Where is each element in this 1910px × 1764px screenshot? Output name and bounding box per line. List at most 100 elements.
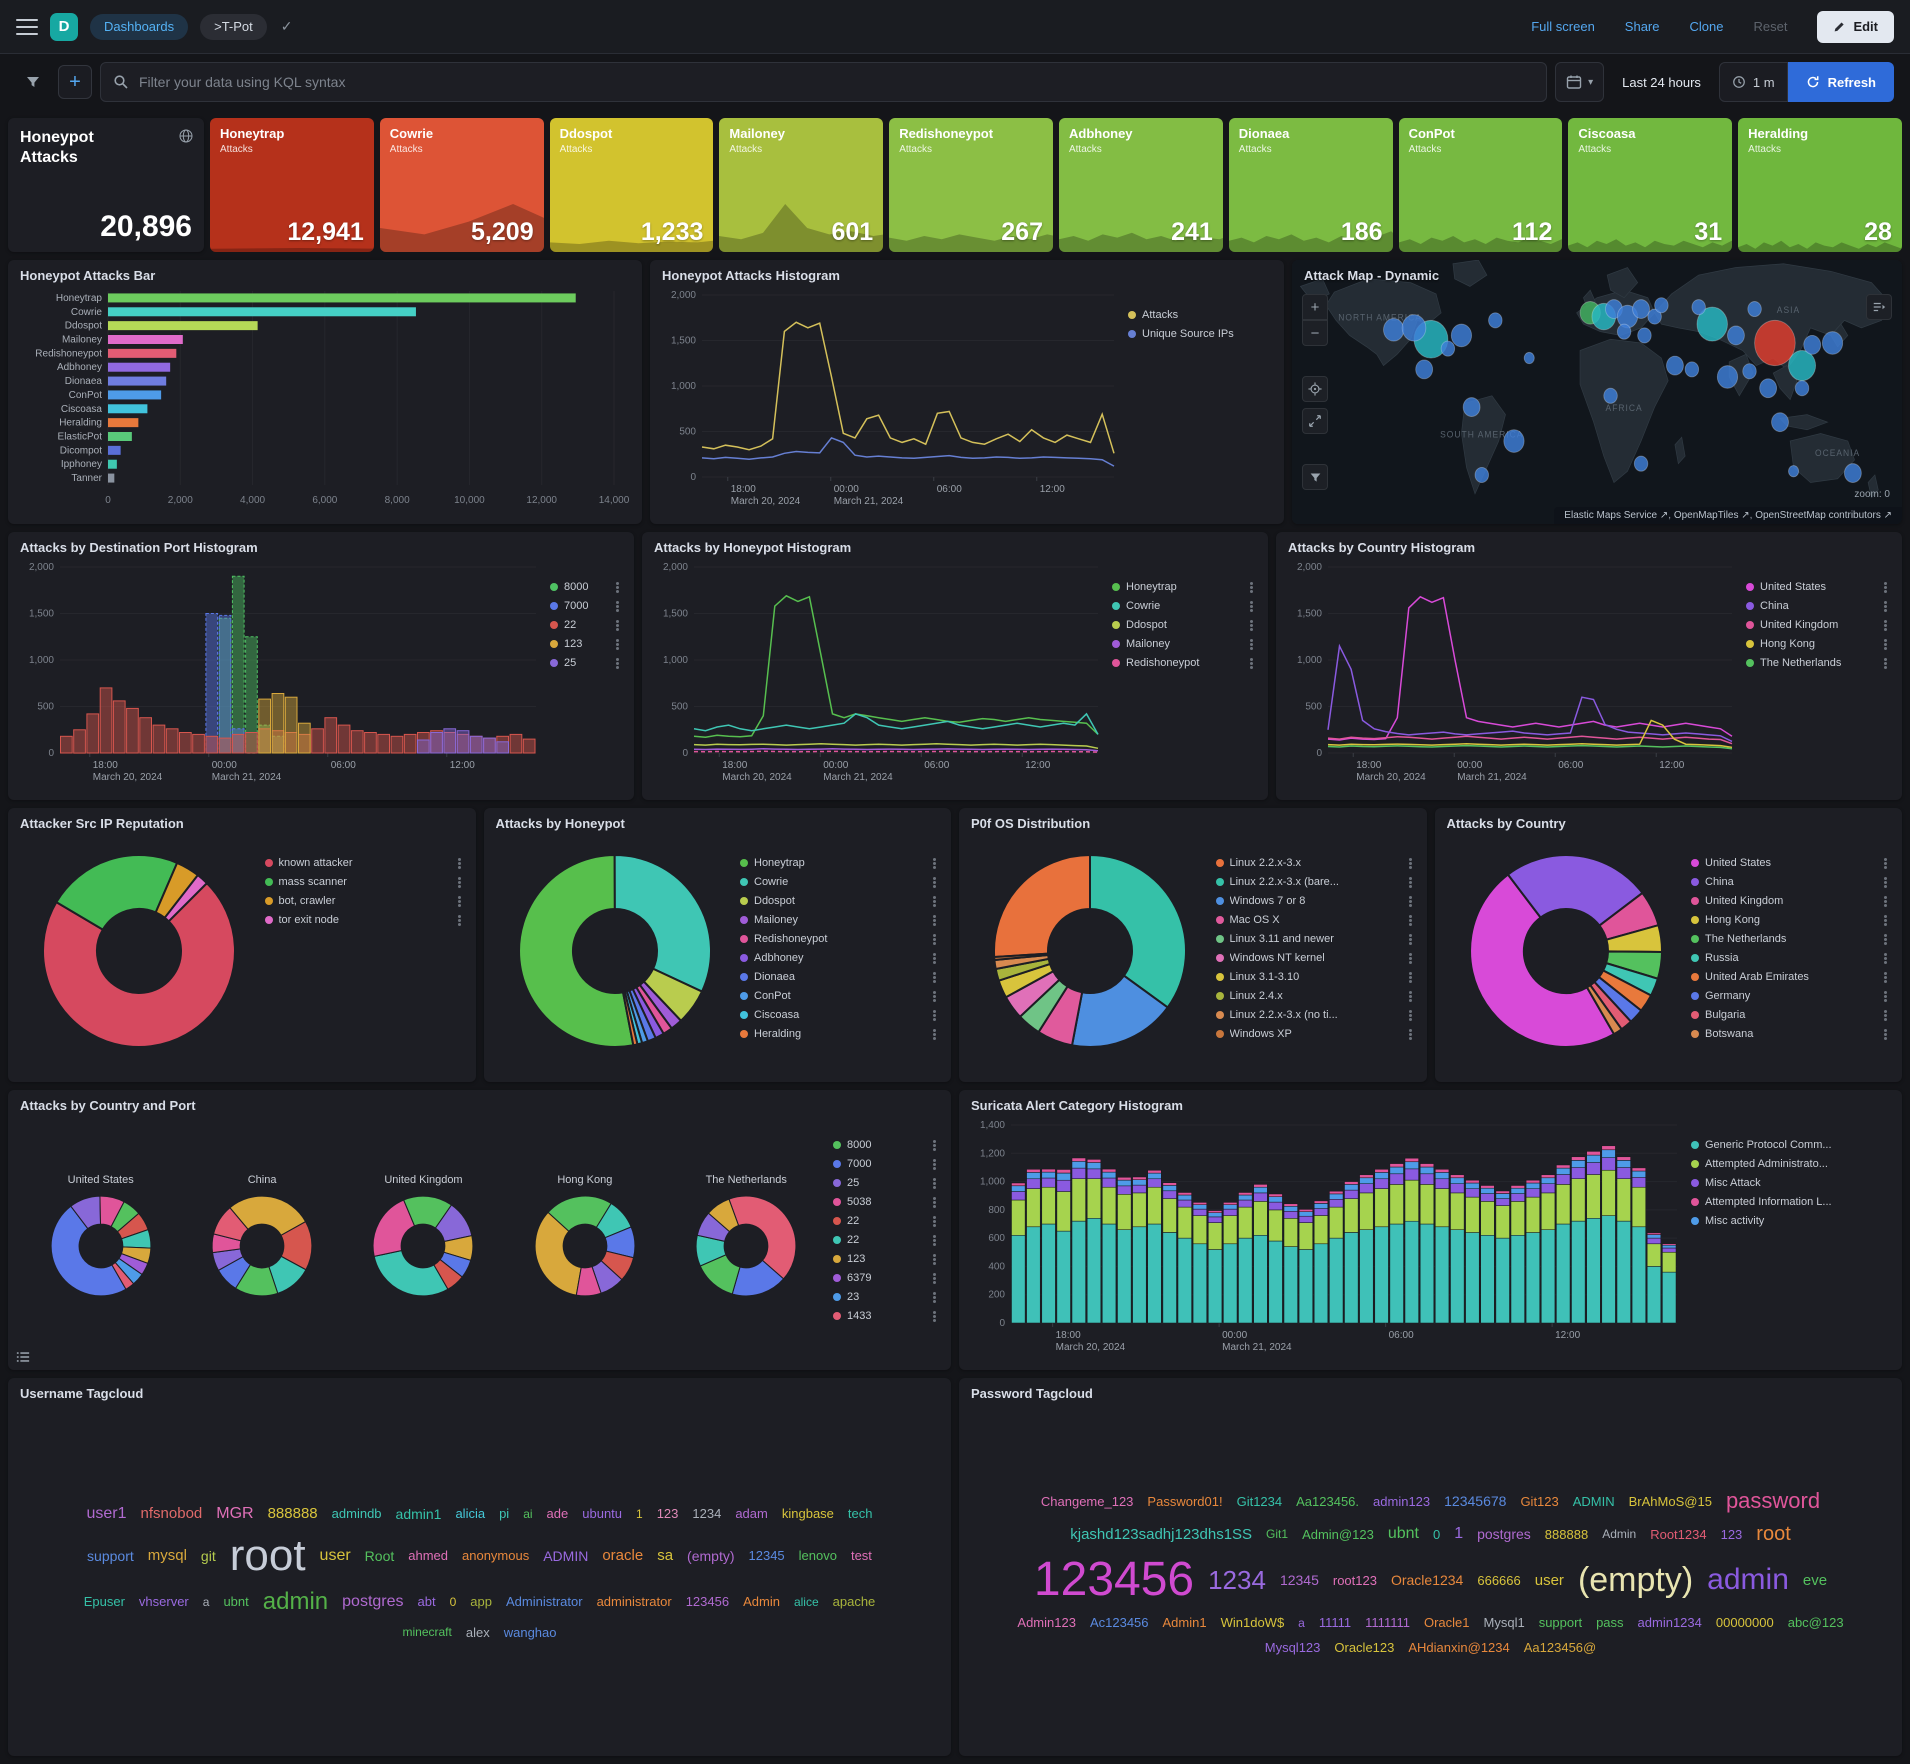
legend-options-icon[interactable] [1884,937,1887,941]
reset-link[interactable]: Reset [1753,19,1788,34]
legend-item[interactable]: 5038 [833,1196,939,1208]
tag-word[interactable]: AHdianxin@1234 [1408,1640,1510,1655]
legend-item[interactable]: Dionaea [740,971,939,983]
country-port-donut[interactable]: United States [49,1174,153,1298]
tag-word[interactable]: pi [499,1506,510,1521]
password-tagcloud[interactable]: Changeme_123 Password01! Git1234 Aa123456. a… [971,1403,1890,1741]
legend-item[interactable]: United Arab Emirates [1691,971,1890,983]
country-port-donut[interactable]: The Netherlands [694,1174,798,1298]
tag-word[interactable]: Ac123456 [1089,1615,1149,1630]
legend-item[interactable]: China [1691,876,1890,888]
legend-item[interactable]: Linux 3.11 and newer [1215,933,1415,945]
legend-item[interactable]: Linux 3.1-3.10 [1215,971,1415,983]
stat-tile-honeytrap[interactable]: Honeytrap Attacks 12,941 [210,118,374,252]
legend-options-icon[interactable] [1408,975,1412,979]
tag-word[interactable]: user [1534,1571,1564,1589]
legend-options-icon[interactable] [616,604,619,608]
legend-item[interactable]: 22 [833,1234,939,1246]
legend-list-icon[interactable] [16,1350,30,1364]
tag-word[interactable]: postgres [1477,1526,1531,1542]
tag-word[interactable]: Oracle1234 [1390,1572,1464,1588]
legend-options-icon[interactable] [1884,642,1887,646]
legend-item[interactable]: Generic Protocol Comm... [1691,1139,1890,1151]
refresh-interval-button[interactable]: 1 m [1718,62,1788,102]
legend-item[interactable]: Honeytrap [740,857,939,869]
tag-word[interactable]: nfsnobod [140,1505,203,1522]
legend-item[interactable]: United States [1691,857,1890,869]
legend-options-icon[interactable] [933,1013,936,1017]
legend-item[interactable]: Hong Kong [1746,638,1890,650]
tag-word[interactable]: vhserver [138,1594,189,1609]
tag-word[interactable]: 1234 [692,1506,722,1521]
legend-item[interactable]: Bulgaria [1691,1009,1890,1021]
legend-item[interactable]: 22 [550,619,622,631]
map-attribution-link[interactable]: Elastic Maps Service ↗ [1564,510,1669,521]
tag-word[interactable]: ai [523,1506,533,1521]
tag-word[interactable]: adam [735,1506,768,1521]
legend-options-icon[interactable] [933,1314,936,1318]
legend-item[interactable]: 123 [550,638,622,650]
tag-word[interactable]: support [87,1547,134,1564]
legend-options-icon[interactable] [1884,1013,1887,1017]
tag-word[interactable]: 666666 [1477,1572,1521,1588]
legend-item[interactable]: bot, crawler [264,895,464,907]
legend-options-icon[interactable] [933,899,936,903]
tag-word[interactable]: Admin@123 [1302,1526,1374,1542]
tag-word[interactable]: MGR [216,1504,254,1522]
tag-word[interactable]: pass [1596,1615,1624,1630]
tag-word[interactable]: 123 [656,1506,679,1521]
tag-word[interactable]: eve [1802,1571,1828,1589]
legend-item[interactable]: The Netherlands [1691,933,1890,945]
legend-options-icon[interactable] [1408,861,1412,865]
tag-word[interactable]: Mysql123 [1264,1640,1321,1655]
kql-search-input[interactable] [139,74,1535,90]
tag-word[interactable]: Password01! [1147,1493,1223,1509]
legend-options-icon[interactable] [933,956,936,960]
legend-options-icon[interactable] [1408,1032,1412,1036]
add-filter-button[interactable]: + [58,65,92,99]
tag-word[interactable]: 123456 [1033,1553,1195,1606]
honeypot-attacks-histogram-chart[interactable]: 0 500 1,000 1,500 2,000 18:00 March 20, 2024 00… [662,285,1122,511]
legend-options-icon[interactable] [457,880,461,884]
country-port-donuts[interactable]: United States China United Kingdom Hong Kon… [20,1115,827,1357]
tag-word[interactable]: Git1234 [1236,1493,1283,1509]
tag-word[interactable]: Mysql1 [1483,1615,1525,1630]
reputation-donut-chart[interactable] [20,833,259,1069]
legend-options-icon[interactable] [1884,661,1887,665]
map-fit-bounds-button[interactable] [1302,408,1328,434]
tag-word[interactable]: anonymous [462,1548,530,1563]
stat-tile-cowrie[interactable]: Cowrie Attacks 5,209 [379,118,544,252]
stat-tile-mailoney[interactable]: Mailoney Attacks 601 [719,118,884,252]
legend-options-icon[interactable] [616,661,619,665]
tag-word[interactable]: alice [793,1594,819,1609]
legend-item[interactable]: United Kingdom [1691,895,1890,907]
legend-item[interactable]: Attempted Information L... [1691,1196,1890,1208]
legend-item[interactable]: 7000 [833,1158,939,1170]
legend-options-icon[interactable] [933,994,936,998]
legend-item[interactable]: mass scanner [264,876,464,888]
legend-options-icon[interactable] [1408,899,1412,903]
legend-options-icon[interactable] [933,1143,936,1147]
legend-item[interactable]: 8000 [550,581,622,593]
menu-icon[interactable] [16,18,38,35]
legend-options-icon[interactable] [933,1257,936,1261]
legend-item[interactable]: Unique Source IPs [1128,328,1272,340]
stat-tile-heralding[interactable]: Heralding Attacks 28 [1738,118,1902,252]
legend-options-icon[interactable] [457,861,461,865]
username-tagcloud[interactable]: user1 nfsnobod MGR 888888 admindb admin1 alici… [20,1403,939,1741]
tag-word[interactable]: kingbase [781,1506,834,1521]
tag-word[interactable]: (empty) [1577,1561,1694,1599]
legend-options-icon[interactable] [1408,994,1412,998]
map-zoom-out-button[interactable]: − [1302,320,1328,346]
legend-item[interactable]: Linux 2.2.x-3.x (bare... [1215,876,1415,888]
tag-word[interactable]: wanghao [503,1624,557,1640]
legend-options-icon[interactable] [933,918,936,922]
legend-item[interactable]: United States [1746,581,1890,593]
stat-tile-ciscoasa[interactable]: Ciscoasa Attacks 31 [1568,118,1733,252]
legend-item[interactable]: Attacks [1128,309,1272,321]
tag-word[interactable]: 888888 [1544,1526,1589,1542]
world-map[interactable]: NORTH AMERICA SOUTH AMERICA AFRICA ASIA OCEA… [1292,260,1902,524]
legend-options-icon[interactable] [933,975,936,979]
legend-item[interactable]: Adbhoney [740,952,939,964]
legend-item[interactable]: Misc Attack [1691,1177,1890,1189]
